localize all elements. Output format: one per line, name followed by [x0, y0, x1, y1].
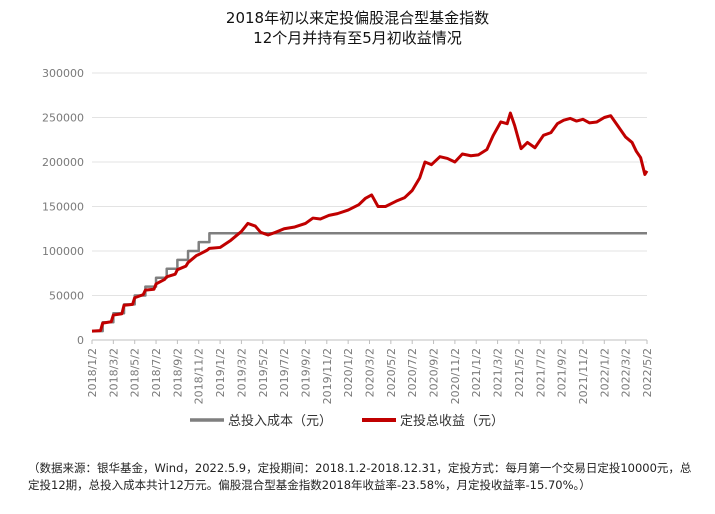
x-tick-label: 2019/11/2	[321, 348, 334, 404]
legend: 总投入成本（元） 定投总收益（元）	[190, 413, 504, 429]
x-tick-label: 2018/5/2	[129, 348, 142, 397]
x-tick-label: 2022/5/2	[641, 348, 654, 397]
series-line-return	[91, 111, 649, 333]
x-tick-label: 2021/1/2	[470, 348, 483, 397]
x-tick-label: 2020/9/2	[428, 348, 441, 397]
x-tick-label: 2019/7/2	[278, 348, 291, 397]
x-tick-label: 2018/3/2	[107, 348, 120, 397]
x-tick-label: 2018/7/2	[150, 348, 163, 397]
x-tick-label: 2019/9/2	[299, 348, 312, 397]
y-tick-label: 0	[77, 334, 84, 347]
y-axis-ticks: 0 50000 100000 150000 200000 250000 300000	[42, 67, 84, 347]
series-lines	[91, 111, 649, 333]
x-tick-label: 2021/5/2	[513, 348, 526, 397]
y-tick-label: 100000	[42, 245, 84, 258]
x-tick-label: 2020/1/2	[342, 348, 355, 397]
x-tick-label: 2021/3/2	[492, 348, 505, 397]
x-tick-label: 2022/1/2	[598, 348, 611, 397]
x-tick-label: 2019/5/2	[257, 348, 270, 397]
legend-label: 定投总收益（元）	[400, 413, 504, 429]
x-tick-label: 2019/3/2	[235, 348, 248, 397]
chart-title-line1: 2018年初以来定投偏股混合型基金指数	[225, 9, 490, 27]
x-tick-label: 2018/11/2	[193, 348, 206, 404]
series-line-cost	[92, 231, 647, 333]
x-axis-ticks: 2018/1/2 2018/3/2 2018/5/2 2018/7/2 2018/9/2…	[86, 340, 654, 404]
x-tick-label: 2019/1/2	[214, 348, 227, 397]
x-tick-label: 2020/11/2	[449, 348, 462, 404]
x-tick-label: 2018/1/2	[86, 348, 99, 397]
x-tick-label: 2020/7/2	[406, 348, 419, 397]
x-tick-label: 2020/5/2	[385, 348, 398, 397]
y-tick-label: 200000	[42, 156, 84, 169]
x-tick-label: 2021/7/2	[534, 348, 547, 397]
legend-item-cost: 总投入成本（元）	[190, 413, 332, 429]
grid-lines	[92, 72, 647, 341]
x-tick-label: 2022/3/2	[620, 348, 633, 397]
y-tick-label: 300000	[42, 67, 84, 80]
x-tick-label: 2021/11/2	[577, 348, 590, 404]
y-tick-label: 150000	[42, 201, 84, 214]
y-tick-label: 250000	[42, 112, 84, 125]
footnote-source: （数据来源：银华基金，Wind，2022.5.9，定投期间：2018.1.2-2…	[28, 461, 692, 492]
x-tick-label: 2021/9/2	[556, 348, 569, 397]
x-tick-label: 2020/3/2	[364, 348, 377, 397]
chart-title-line2: 12个月并持有至5月初收益情况	[253, 29, 462, 47]
x-tick-label: 2018/9/2	[171, 348, 184, 397]
legend-item-return: 定投总收益（元）	[362, 413, 504, 429]
y-tick-label: 50000	[49, 290, 84, 303]
legend-label: 总投入成本（元）	[228, 413, 332, 429]
